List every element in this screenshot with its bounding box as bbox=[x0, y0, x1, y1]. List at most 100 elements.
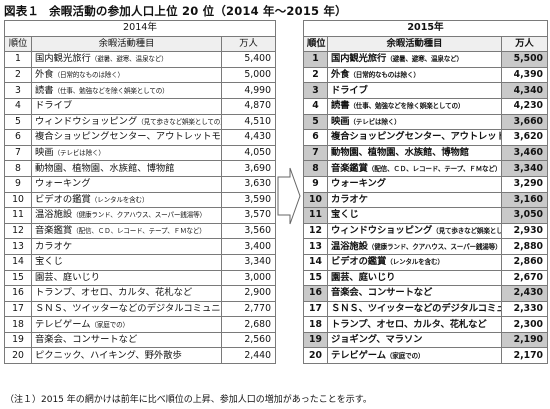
table-row: 10 カラオケ 3,160 bbox=[303, 191, 549, 209]
rank-cell: 2 bbox=[303, 66, 328, 84]
activity-cell: 複合ショッピングセンター、アウトレットモール bbox=[327, 129, 502, 146]
value-cell: 2,430 bbox=[500, 285, 549, 302]
activity-name: ドライブ bbox=[331, 84, 368, 96]
activity-name: トランプ、オセロ、カルタ、花札など bbox=[331, 318, 487, 330]
table-row: 4 ドライブ 4,870 bbox=[4, 97, 276, 115]
value-cell: 2,670 bbox=[500, 269, 549, 287]
activity-cell: ＳＮＳ、ツイッターなどのデジタルコミュニケーション bbox=[31, 300, 222, 318]
value-cell: 2,900 bbox=[221, 285, 276, 302]
rank-cell: 20 bbox=[303, 347, 328, 365]
activity-cell: 温浴施設（健康ランド、クアハウス、スーパー銭湯等） bbox=[31, 207, 222, 224]
table-row: 10 ビデオの鑑賞（レンタルを含む） 3,590 bbox=[4, 191, 276, 209]
value-cell: 3,660 bbox=[500, 113, 549, 131]
activity-cell: 読書（仕事、勉強などを除く娯楽としての） bbox=[31, 82, 222, 99]
activity-name: 映画 bbox=[331, 115, 350, 127]
rank-cell: 8 bbox=[303, 160, 328, 177]
table-2015: 2015年 順位 余暇活動種目 万人 1 国内観光旅行（避暑、避寒、温泉など） 5,… bbox=[302, 20, 549, 365]
activity-name: 音楽鑑賞 bbox=[331, 162, 368, 174]
rank-cell: 13 bbox=[4, 238, 32, 255]
activity-cell: テレビゲーム（家庭での） bbox=[327, 347, 502, 365]
rank-cell: 1 bbox=[4, 51, 32, 68]
value-cell: 3,340 bbox=[221, 253, 276, 271]
rank-cell: 11 bbox=[4, 207, 32, 224]
activity-note: （レンタルを含む） bbox=[386, 258, 444, 267]
rank-cell: 12 bbox=[303, 222, 328, 240]
table-row: 18 テレビゲーム（家庭での） 2,680 bbox=[4, 316, 276, 333]
activity-name: 動物園、植物園、水族館、博物館 bbox=[35, 162, 175, 174]
table-row: 12 音楽鑑賞（配信、ＣＤ、レコード、テープ、ＦＭなど） 3,560 bbox=[4, 222, 276, 240]
activity-note: （健康ランド、クアハウス、スーパー銭湯等） bbox=[367, 242, 502, 251]
value-cell: 3,560 bbox=[221, 222, 276, 240]
value-cell: 3,620 bbox=[500, 129, 549, 146]
rank-cell: 6 bbox=[4, 129, 32, 146]
activity-name: 園芸、庭いじり bbox=[35, 271, 101, 283]
activity-cell: 国内観光旅行（避暑、避寒、温泉など） bbox=[327, 51, 502, 68]
activity-cell: 音楽鑑賞（配信、ＣＤ、レコード、テープ、ＦＭなど） bbox=[327, 160, 502, 177]
table-2014-year: 2014年 bbox=[4, 20, 276, 37]
activity-note: （仕事、勉強などを除く娯楽としての） bbox=[53, 86, 169, 95]
rank-cell: 16 bbox=[4, 285, 32, 302]
activity-cell: ドライブ bbox=[327, 82, 502, 99]
activity-name: ウォーキング bbox=[35, 178, 91, 190]
table-row: 15 園芸、庭いじり 2,670 bbox=[303, 269, 549, 287]
activity-name: 動物園、植物園、水族館、博物館 bbox=[331, 147, 469, 159]
activity-cell: ジョギング、マラソン bbox=[327, 331, 502, 349]
table-row: 1 国内観光旅行（避暑、避寒、温泉など） 5,500 bbox=[303, 51, 549, 68]
value-header: 万人 bbox=[500, 35, 549, 53]
activity-name: 宝くじ bbox=[35, 256, 63, 268]
activity-name: ジョギング、マラソン bbox=[331, 334, 423, 346]
activity-name: トランプ、オセロ、カルタ、花札など bbox=[35, 287, 193, 299]
footnote: （注１）2015 年の網かけは前年に比べ順位の上昇、参加人口の増加があったことを… bbox=[5, 395, 372, 405]
activity-note: （テレビは除く） bbox=[53, 149, 105, 158]
activity-note: （見て歩きなど娯楽としての） bbox=[432, 227, 500, 236]
value-cell: 4,870 bbox=[221, 97, 276, 115]
activity-name: 読書 bbox=[331, 100, 350, 112]
rank-cell: 17 bbox=[303, 300, 328, 318]
value-cell: 2,330 bbox=[500, 300, 549, 318]
rank-header: 順位 bbox=[303, 35, 328, 53]
activity-note: （避暑、避寒、温泉など） bbox=[386, 55, 463, 64]
activity-name: 読書 bbox=[35, 84, 54, 96]
table-row: 13 温浴施設（健康ランド、クアハウス、スーパー銭湯等） 2,880 bbox=[303, 238, 549, 255]
activity-name: ウォーキング bbox=[331, 178, 386, 190]
value-cell: 3,400 bbox=[221, 238, 276, 255]
table-row: 7 動物園、植物園、水族館、博物館 3,460 bbox=[303, 144, 549, 162]
activity-note: （仕事、勉強などを除く娯楽としての） bbox=[349, 102, 465, 111]
table-row: 11 宝くじ 3,050 bbox=[303, 207, 549, 224]
figure-title-text: 余暇活動の参加人口上位 20 位（2014 年～2015 年） bbox=[49, 4, 347, 18]
activity-note: （レンタルを含む） bbox=[90, 195, 149, 204]
table-row: 3 読書（仕事、勉強などを除く娯楽としての） 4,990 bbox=[4, 82, 276, 99]
rank-cell: 1 bbox=[303, 51, 328, 68]
activity-name: ドライブ bbox=[35, 100, 73, 112]
value-cell: 3,630 bbox=[221, 175, 276, 193]
activity-cell: 音楽会、コンサートなど bbox=[327, 285, 502, 302]
value-cell: 2,300 bbox=[500, 316, 549, 333]
value-cell: 4,050 bbox=[221, 144, 276, 162]
value-cell: 4,230 bbox=[500, 97, 549, 115]
activity-name: 音楽鑑賞 bbox=[35, 225, 73, 237]
activity-cell: ウィンドウショッピング（見て歩きなど娯楽としての） bbox=[31, 113, 222, 131]
value-cell: 5,400 bbox=[221, 51, 276, 68]
activity-cell: 読書（仕事、勉強などを除く娯楽としての） bbox=[327, 97, 502, 115]
activity-name: 外食 bbox=[331, 69, 350, 81]
value-cell: 3,340 bbox=[500, 160, 549, 177]
activity-cell: カラオケ bbox=[327, 191, 502, 209]
rank-cell: 8 bbox=[4, 160, 32, 177]
value-cell: 5,000 bbox=[221, 66, 276, 84]
value-cell: 2,860 bbox=[500, 253, 549, 271]
table-row: 4 読書（仕事、勉強などを除く娯楽としての） 4,230 bbox=[303, 97, 549, 115]
activity-cell: 動物園、植物園、水族館、博物館 bbox=[327, 144, 502, 162]
activity-cell: ピクニック、ハイキング、野外散歩 bbox=[31, 347, 222, 365]
activity-cell: ウィンドウショッピング（見て歩きなど娯楽としての） bbox=[327, 222, 502, 240]
value-cell: 4,340 bbox=[500, 82, 549, 99]
rank-cell: 14 bbox=[303, 253, 328, 271]
activity-name: ピクニック、ハイキング、野外散歩 bbox=[35, 349, 182, 361]
rank-cell: 11 bbox=[303, 207, 328, 224]
rank-cell: 5 bbox=[303, 113, 328, 131]
activity-name: 温浴施設 bbox=[35, 209, 73, 221]
value-cell: 2,770 bbox=[221, 300, 276, 318]
rank-cell: 17 bbox=[4, 300, 32, 318]
rank-cell: 14 bbox=[4, 253, 32, 271]
